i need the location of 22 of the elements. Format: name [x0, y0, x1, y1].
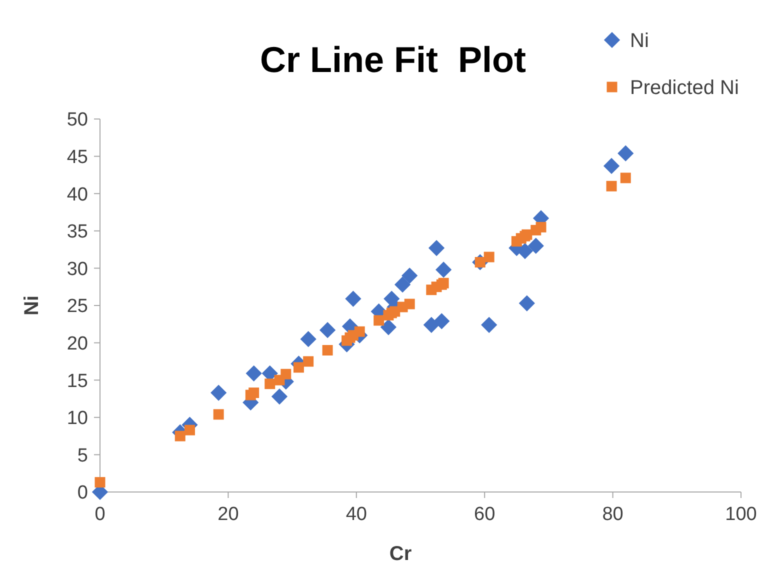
y-tick-label: 40: [66, 184, 88, 206]
y-tick-label: 25: [66, 296, 88, 318]
legend-label: Predicted Ni: [630, 77, 739, 99]
y-axis-title: Ni: [21, 296, 43, 316]
y-tick-label: 30: [66, 258, 88, 280]
y-tick-label: 45: [66, 146, 88, 168]
y-tick-label: 20: [66, 333, 88, 354]
y-tick-label: 50: [66, 110, 88, 131]
y-tick-label: 35: [66, 222, 88, 243]
x-tick-label: 20: [218, 504, 239, 525]
y-tick-label: 10: [66, 408, 88, 430]
y-tick-label: 15: [66, 370, 88, 392]
chart-title: Cr Line Fit Plot: [260, 39, 526, 80]
x-tick-label: 0: [94, 504, 106, 525]
y-tick-label: 0: [77, 482, 88, 504]
x-tick-label: 40: [346, 504, 367, 525]
x-tick-label: 80: [602, 504, 624, 525]
legend-label: Ni: [630, 30, 649, 52]
y-tick-label: 5: [77, 445, 88, 466]
x-axis-title: Cr: [389, 543, 412, 565]
x-tick-label: 60: [474, 504, 496, 525]
x-tick-label: 100: [725, 504, 757, 525]
